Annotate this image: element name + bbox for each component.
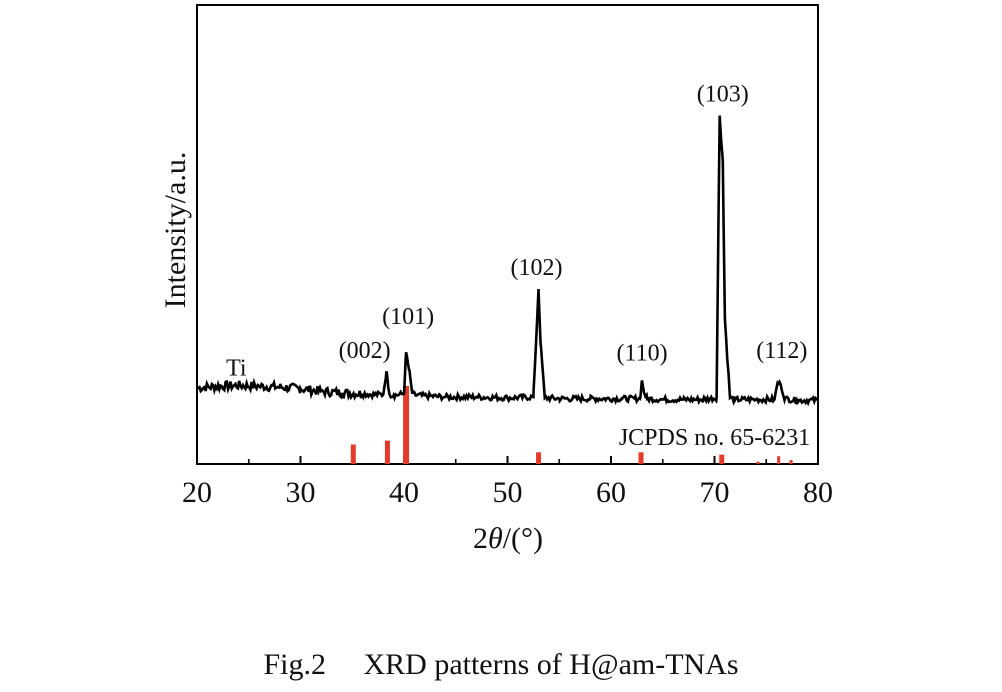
x-axis-title-suffix: /(°) [503, 522, 543, 555]
x-tick-label: 80 [803, 476, 833, 509]
x-tick-label: 40 [389, 476, 419, 509]
figure-caption: Fig.2 XRD patterns of H@am-TNAs [0, 648, 1002, 682]
reference-stick [403, 386, 410, 464]
reference-stick [536, 452, 542, 464]
x-tick-label: 70 [700, 476, 730, 509]
reference-stick [756, 461, 760, 464]
diffraction-series [197, 115, 819, 407]
reference-stick [719, 454, 725, 464]
peak-label: (110) [617, 341, 668, 367]
reference-stick [777, 456, 781, 464]
xrd-chart: 20 30 40 50 60 70 80 Ti (002) (101) (102) (110) (10… [159, 4, 833, 555]
peak-label: (112) [756, 338, 807, 364]
reference-stick [638, 452, 644, 464]
caption-text: XRD patterns of H@am-TNAs [363, 648, 739, 681]
x-tick-label: 60 [596, 476, 626, 509]
reference-stick [384, 440, 390, 464]
series-label-ti: Ti [226, 355, 247, 381]
reference-label: JCPDS no. 65-6231 [619, 425, 810, 451]
caption-label: Fig.2 [263, 648, 326, 681]
peak-label: (102) [510, 255, 562, 281]
x-tick-label: 30 [286, 476, 316, 509]
x-axis-title-theta: θ [488, 522, 503, 555]
reference-stick [350, 444, 356, 464]
reference-stick [789, 460, 793, 464]
x-axis-ticks [196, 456, 819, 464]
reference-sticks [350, 386, 793, 464]
x-axis-tick-labels: 20 30 40 50 60 70 80 [182, 476, 833, 509]
x-tick-label: 50 [493, 476, 523, 509]
peak-label: (101) [382, 304, 434, 330]
x-axis-title-prefix: 2 [473, 522, 488, 555]
series-line-ti [197, 115, 819, 407]
y-axis-title: Intensity/a.u. [159, 152, 192, 309]
peak-annotations: Ti (002) (101) (102) (110) (103) (112) JCPDS no… [226, 82, 810, 451]
x-tick-label: 20 [182, 476, 212, 509]
x-axis-title: 2θ/(°) [473, 522, 543, 555]
peak-label: (103) [697, 82, 749, 108]
peak-label: (002) [339, 338, 391, 364]
